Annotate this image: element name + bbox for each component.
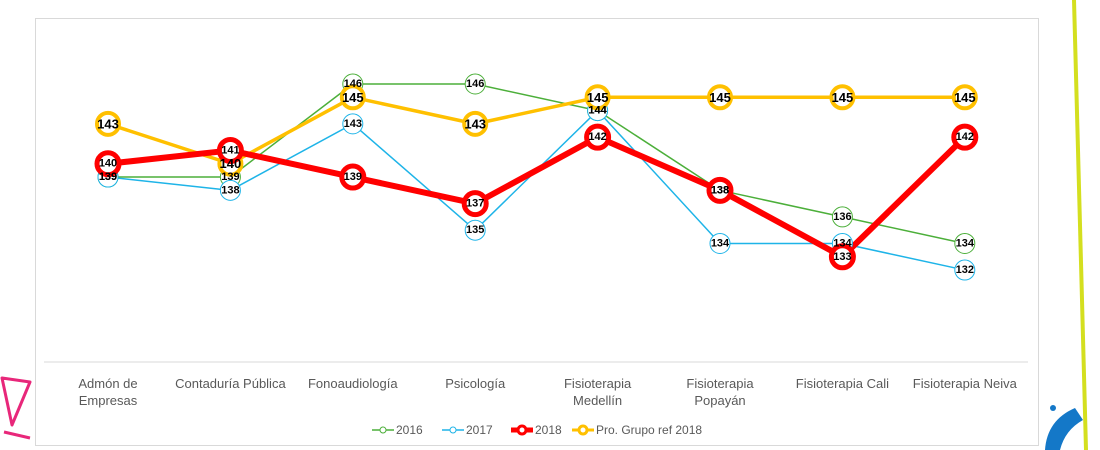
data-point-marker	[219, 179, 241, 201]
data-label: 133	[833, 251, 851, 263]
x-tick-label: Contaduría Pública	[175, 376, 286, 391]
data-point-marker	[461, 190, 489, 218]
data-label: 142	[588, 131, 606, 143]
data-label: 143	[464, 116, 486, 131]
data-point-marker	[706, 176, 734, 204]
data-label: 138	[221, 184, 239, 196]
data-label: 145	[954, 90, 976, 105]
data-point-marker	[831, 206, 853, 228]
data-point-marker	[584, 123, 612, 151]
data-point-marker	[954, 232, 976, 254]
data-label: 134	[833, 237, 852, 249]
data-point-marker	[339, 163, 367, 191]
data-point-marker	[709, 232, 731, 254]
legend-marker-icon	[577, 424, 589, 436]
data-label: 145	[709, 90, 731, 105]
data-point-marker	[829, 84, 856, 111]
data-label: 139	[344, 171, 362, 183]
data-label: 138	[711, 184, 729, 196]
data-label: 144	[588, 105, 607, 117]
data-label: 135	[466, 224, 484, 236]
data-point-marker	[951, 123, 979, 151]
data-label: 136	[833, 211, 851, 223]
decorative-pink-shape	[0, 376, 32, 440]
data-label: 137	[466, 198, 484, 210]
data-label: 145	[587, 90, 609, 105]
data-label: 138	[711, 184, 729, 196]
legend: 2016 2017 2018 Pro. Grupo ref 2018	[372, 423, 702, 437]
data-point-marker	[464, 219, 486, 241]
legend-marker-icon	[449, 426, 457, 434]
data-point-marker	[584, 84, 611, 111]
legend-item-label: 2017	[466, 423, 493, 437]
data-label: 134	[711, 237, 730, 249]
data-label: 146	[466, 78, 484, 90]
legend-marker-icon	[379, 426, 387, 434]
data-label: 139	[99, 171, 117, 183]
legend-item-label: Pro. Grupo ref 2018	[596, 423, 702, 437]
data-point-marker	[707, 84, 733, 111]
legend-marker-icon	[516, 424, 528, 436]
decorative-blue-logo	[1045, 405, 1083, 450]
legend-item-label: 2018	[535, 423, 562, 437]
data-label: 141	[221, 144, 239, 156]
data-point-marker	[94, 150, 122, 178]
data-label: 140	[220, 156, 242, 171]
data-label: 132	[956, 264, 974, 276]
data-point-marker	[339, 84, 366, 111]
x-tick-label: Fisioterapia Cali	[796, 376, 889, 391]
data-label: 143	[97, 116, 119, 131]
data-label: 142	[956, 131, 974, 143]
data-point-marker	[462, 110, 489, 137]
x-tick-label: Fisioterapia Popayán	[686, 376, 754, 408]
series-line-2016	[108, 83, 965, 245]
data-label: 139	[221, 171, 239, 183]
data-point-marker	[954, 259, 976, 281]
data-label: 139	[99, 171, 117, 183]
data-label: 140	[99, 158, 117, 170]
data-label: 145	[832, 90, 854, 105]
data-point-marker	[342, 113, 364, 135]
data-point-marker	[464, 73, 486, 95]
series-line-2018	[107, 134, 967, 260]
data-point-marker	[828, 243, 856, 271]
data-label: 146	[344, 78, 362, 90]
x-tick-label: Fonoaudiología	[308, 376, 398, 391]
legend-item-label: 2016	[396, 423, 423, 437]
data-label: 143	[344, 118, 362, 130]
data-point-marker	[216, 136, 244, 164]
data-label: 144	[588, 105, 607, 117]
x-tick-label: Psicología	[445, 376, 506, 391]
decorative-yellow-line	[1072, 0, 1088, 450]
x-tick-label: Admón de Empresas	[78, 376, 137, 408]
data-point-marker	[95, 110, 121, 137]
x-tick-label: Fisioterapia Neiva	[913, 376, 1018, 391]
data-label: 134	[956, 237, 975, 249]
data-point-marker	[951, 84, 978, 111]
x-tick-label: Fisioterapia Medellín	[564, 376, 632, 408]
data-label: 145	[342, 90, 364, 105]
